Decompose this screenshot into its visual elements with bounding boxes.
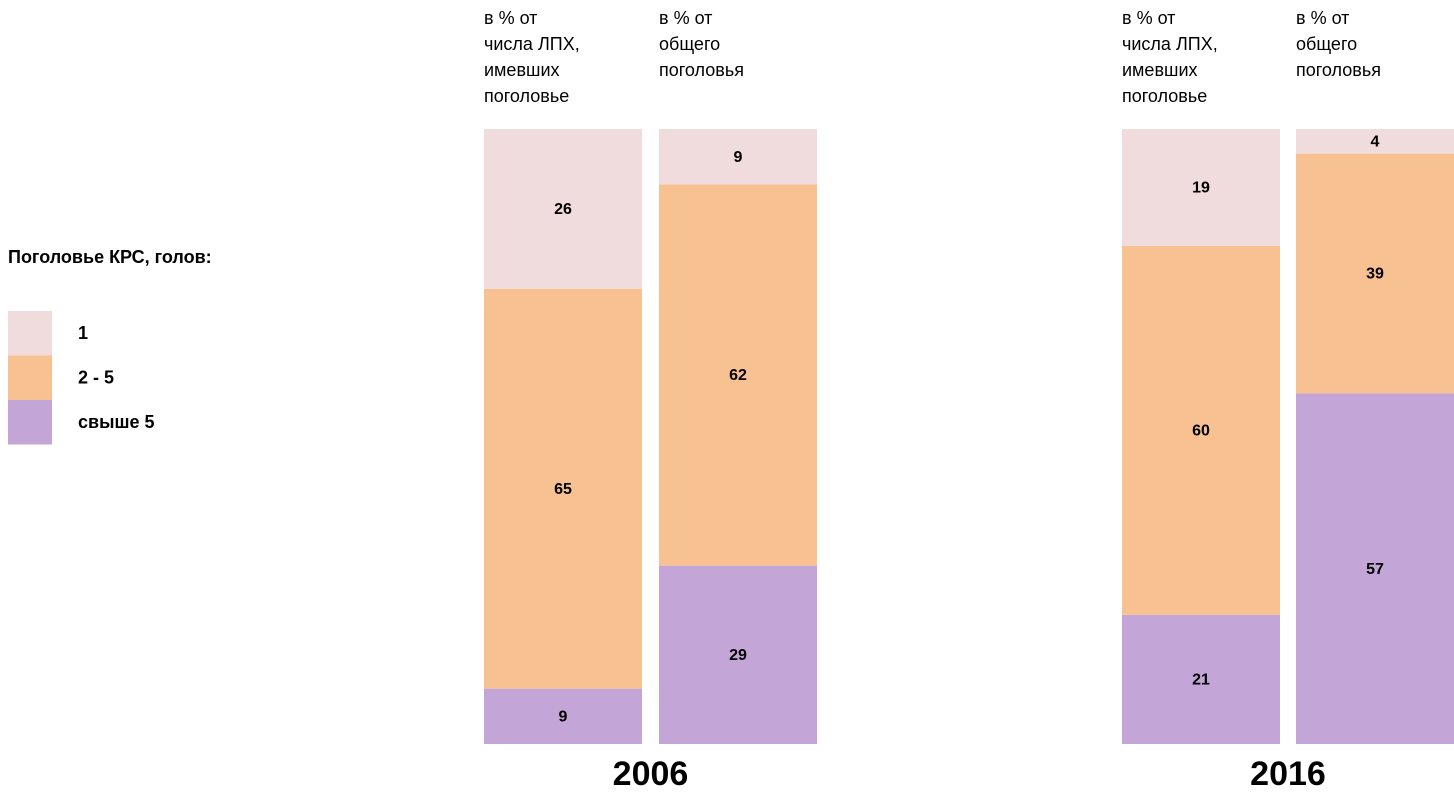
legend-swatch [8, 400, 52, 445]
category-label: в % от общего поголовья [1296, 8, 1381, 80]
bar-segment [659, 184, 817, 566]
bar-segment [1296, 393, 1454, 744]
legend-label: 2 - 5 [78, 367, 114, 387]
bar-segment [484, 688, 642, 744]
value-label: 62 [729, 367, 747, 384]
value-label: 9 [559, 709, 568, 726]
legend-title: Поголовье КРС, голов: [8, 247, 212, 267]
value-label: 60 [1192, 423, 1210, 440]
bar-segment [1296, 153, 1454, 394]
value-label: 19 [1192, 180, 1210, 197]
legend-swatch [8, 311, 52, 356]
bar-segment [659, 565, 817, 744]
legend-label: 1 [78, 323, 88, 343]
bar-segment [1296, 129, 1454, 154]
legend-label: свыше 5 [78, 412, 154, 432]
bar-segment [484, 288, 642, 689]
value-label: 4 [1371, 134, 1380, 151]
bar-segment [659, 129, 817, 185]
legend-swatch [8, 355, 52, 400]
category-label: в % от общего поголовья [659, 8, 744, 80]
group-label: 2016 [1250, 755, 1326, 793]
group-label: 2006 [613, 755, 689, 793]
value-label: 39 [1366, 266, 1384, 283]
bar-segment [1122, 129, 1280, 246]
bar-segment [1122, 245, 1280, 615]
value-label: 57 [1366, 561, 1384, 578]
bar-segment [1122, 614, 1280, 744]
value-label: 29 [729, 647, 747, 664]
value-label: 9 [734, 149, 743, 166]
value-label: 21 [1192, 672, 1210, 689]
category-label: в % от числа ЛПХ, имевших поголовье [484, 8, 580, 106]
bar-segment [484, 129, 642, 289]
value-label: 65 [554, 481, 572, 498]
category-label: в % от числа ЛПХ, имевших поголовье [1122, 8, 1218, 106]
value-label: 26 [554, 201, 572, 218]
